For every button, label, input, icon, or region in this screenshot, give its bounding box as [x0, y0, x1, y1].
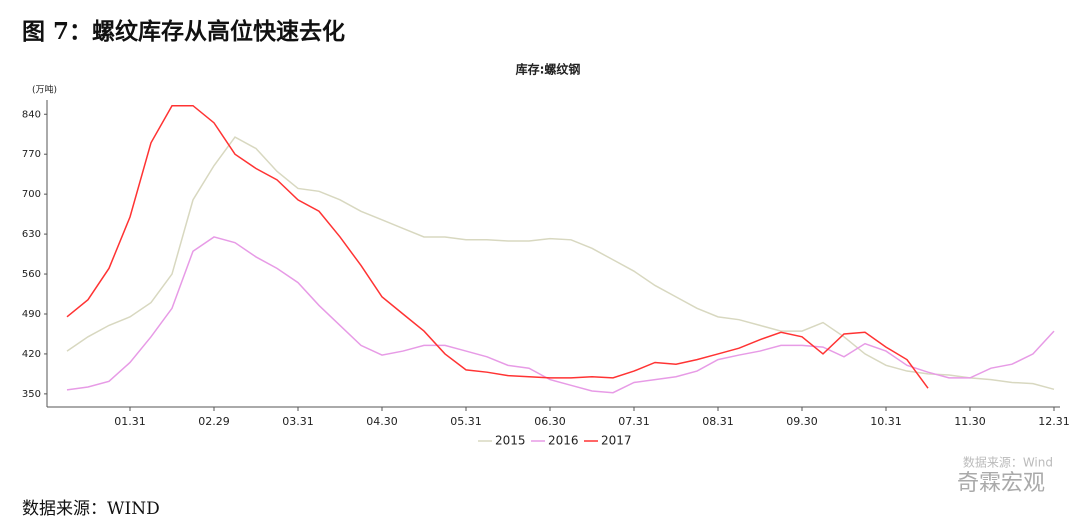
x-tick-label: 11.30 — [954, 415, 986, 428]
watermark-source: 数据来源：Wind — [963, 455, 1053, 470]
series-line — [66, 104, 929, 389]
y-tick-label: 350 — [22, 389, 41, 400]
y-tick-label: 770 — [22, 149, 41, 160]
y-axis-label: (万吨) — [32, 84, 57, 96]
x-tick-label: 01.31 — [114, 415, 146, 428]
x-tick-label: 12.31 — [1038, 415, 1070, 428]
y-tick-label: 630 — [22, 229, 41, 240]
y-tick-label: 490 — [22, 309, 41, 320]
x-tick-label: 08.31 — [702, 415, 734, 428]
x-tick-label: 07.31 — [618, 415, 650, 428]
series-line — [66, 236, 1055, 394]
source: 数据来源：WIND — [22, 499, 160, 519]
y-tick-label: 700 — [22, 189, 41, 200]
y-tick-label: 420 — [22, 349, 41, 360]
y-tick-label: 560 — [22, 269, 41, 280]
watermark-brand: 奇霖宏观 — [957, 471, 1045, 496]
series-line — [66, 136, 1055, 391]
chart-title: 库存:螺纹钢 — [516, 62, 581, 77]
x-tick-label: 06.30 — [534, 415, 566, 428]
x-tick-label: 03.31 — [282, 415, 314, 428]
heading: 图 7：螺纹库存从高位快速去化 — [22, 18, 346, 45]
legend-label: 2016 — [548, 434, 579, 448]
x-tick-label: 10.31 — [870, 415, 902, 428]
legend-label: 2015 — [495, 434, 526, 448]
x-tick-label: 05.31 — [450, 415, 482, 428]
x-tick-label: 04.30 — [366, 415, 398, 428]
y-tick-label: 840 — [22, 109, 41, 120]
legend-label: 2017 — [601, 434, 632, 448]
x-tick-label: 02.29 — [198, 415, 230, 428]
x-tick-label: 09.30 — [786, 415, 818, 428]
